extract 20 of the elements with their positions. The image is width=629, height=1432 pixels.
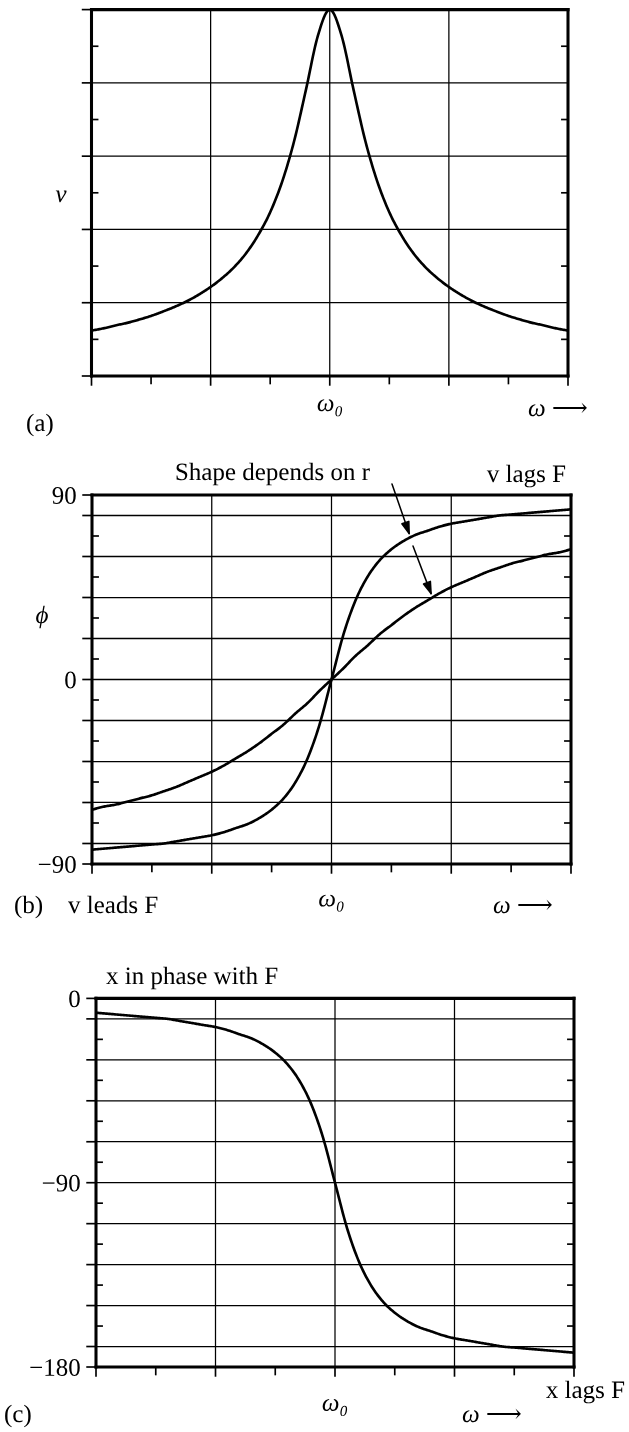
y-tick-label: −180 [30,1359,80,1376]
text: v leads F [68,895,158,914]
x-axis-title: ω ⟶ [493,899,552,914]
text: (b) [15,895,43,919]
y-tick-label: −90 [42,1174,80,1192]
y-tick-label: 0 [65,671,76,689]
text: x lags F [546,1380,625,1404]
y-axis-title: ϕ [36,605,48,629]
y-axis-title: v [55,190,67,203]
text: Shape depends on r [176,462,370,486]
text: ω₀ [317,399,343,417]
y-tick-label: 90 [52,487,76,504]
text: (c) [5,1404,31,1428]
y-tick-label: 0 [69,990,80,1008]
y-tick-label: −90 [38,856,76,873]
text: (a) [27,413,53,437]
x-axis-title: ω ⟶ [528,402,587,417]
x-axis-title: ω ⟶ [462,1408,521,1423]
text: x in phase with F [106,966,278,990]
text: v lags F [486,464,566,488]
